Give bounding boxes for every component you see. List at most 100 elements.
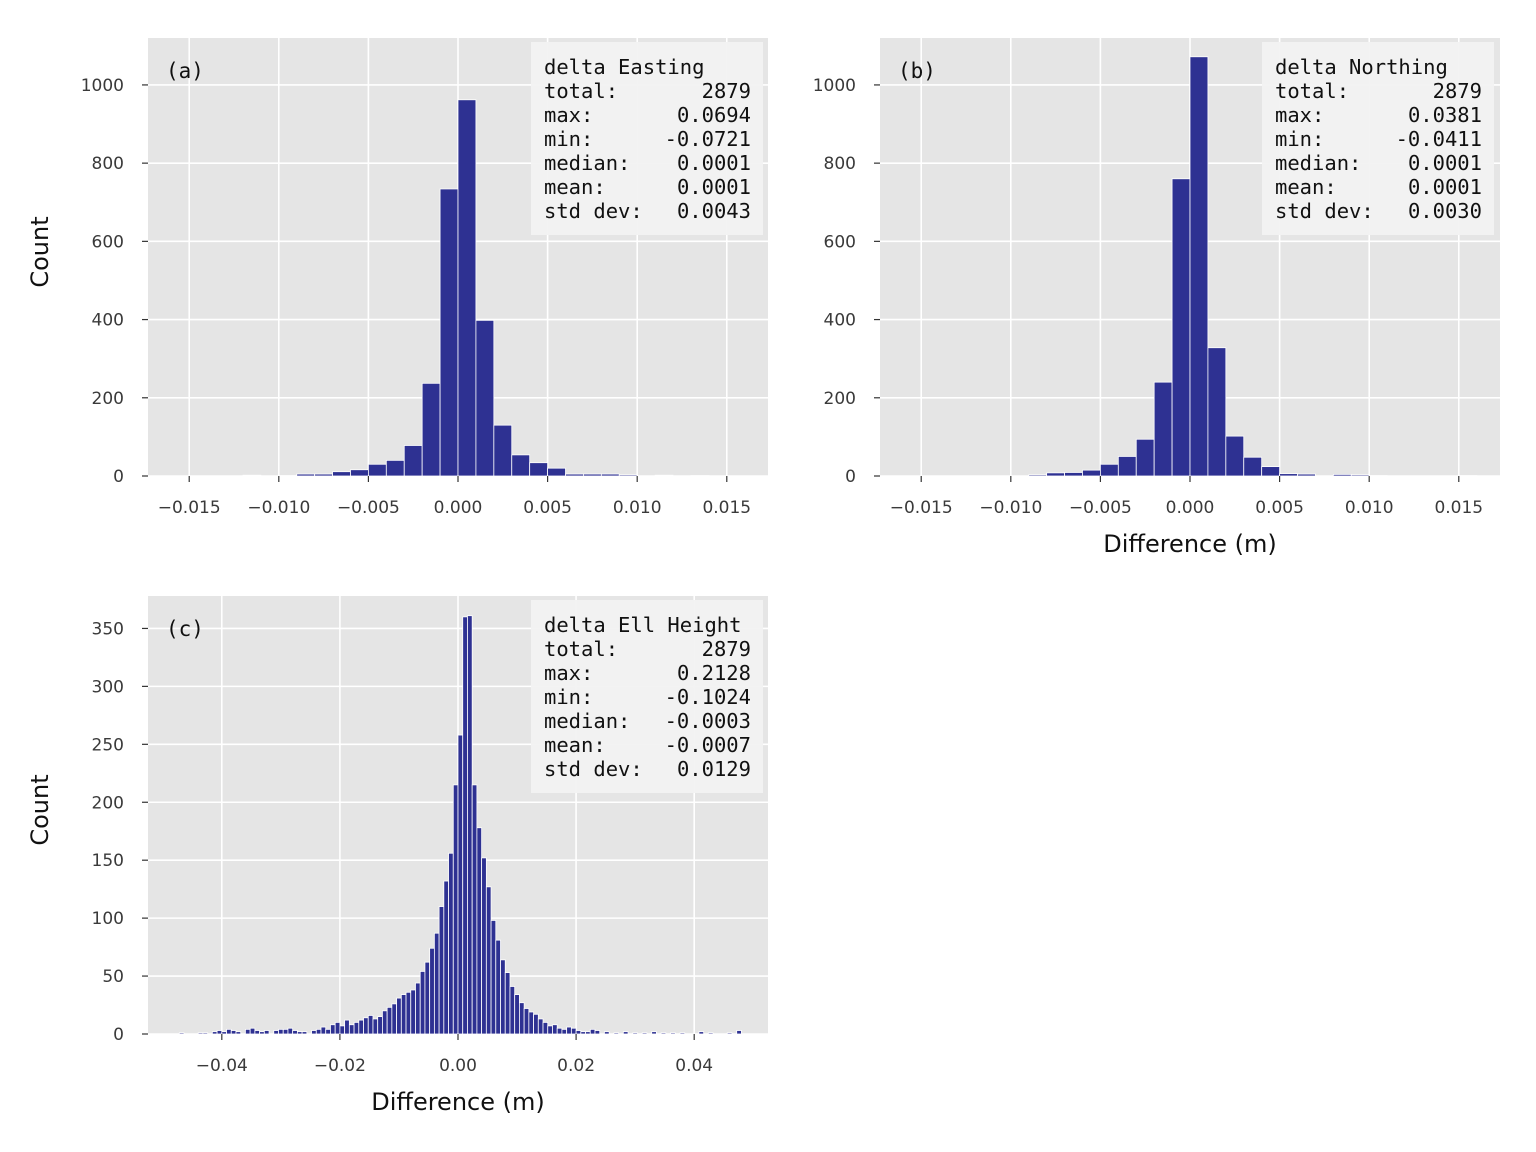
stats-key: min: — [544, 685, 593, 709]
histogram-bar — [415, 982, 421, 1035]
x-tick-label: −0.02 — [314, 1056, 366, 1076]
stats-key: total: — [544, 637, 618, 661]
histogram-bar — [421, 382, 441, 477]
histogram-bar — [292, 1030, 298, 1035]
stats-key: std dev: — [1275, 199, 1374, 223]
stats-key: mean: — [1275, 175, 1337, 199]
stats-value: -0.1024 — [665, 685, 751, 709]
histogram-bar — [660, 1032, 667, 1035]
panel-a: 0 200 400 600 800 1000 −0.015 −0.010 −0.005 0.000… — [26, 38, 768, 518]
histogram-bar — [211, 1031, 218, 1035]
histogram-bar — [344, 1019, 350, 1035]
histogram-bar — [523, 1008, 530, 1035]
y-tick-label: 200 — [824, 389, 856, 409]
stats-value: 0.0001 — [1408, 175, 1482, 199]
panel-label: (a) — [166, 59, 204, 83]
y-tick-label: 150 — [92, 851, 124, 871]
x-tick-label: 0.000 — [434, 498, 483, 518]
stats-value: 0.0043 — [677, 199, 751, 223]
histogram-bar — [301, 1031, 308, 1035]
y-tick-label: 1000 — [813, 76, 856, 96]
histogram-bar — [580, 1031, 586, 1035]
histogram-bar — [493, 424, 513, 477]
histogram-bar — [495, 939, 501, 1035]
stats-value: -0.0003 — [665, 709, 751, 733]
stats-title: delta Easting — [544, 55, 704, 79]
histogram-bar — [403, 445, 423, 477]
y-tick-label: 200 — [92, 389, 124, 409]
histogram-bar — [475, 319, 495, 477]
histogram-bar — [481, 857, 487, 1035]
stats-key: mean: — [544, 175, 606, 199]
x-tick-label: −0.005 — [337, 498, 400, 518]
histogram-bar — [287, 1027, 294, 1035]
histogram-bar — [178, 1032, 185, 1035]
x-tick-label: 0.015 — [1434, 498, 1483, 518]
x-tick-label: 0.005 — [523, 498, 572, 518]
y-tick-label: 400 — [824, 311, 856, 331]
x-tick-label: −0.005 — [1069, 498, 1132, 518]
stats-value: -0.0411 — [1396, 127, 1482, 151]
panel-b: 0 200 400 600 800 1000 −0.015 −0.010 −0.005 0.000… — [813, 38, 1500, 558]
stats-key: total: — [544, 79, 618, 103]
histogram-bar — [1243, 456, 1263, 477]
histogram-bar — [424, 961, 431, 1035]
panel-label: (b) — [898, 59, 936, 83]
x-tick-label: 0.015 — [702, 498, 751, 518]
x-axis-title: Difference (m) — [371, 1088, 544, 1116]
histogram-bar — [570, 1027, 577, 1035]
histogram-bar — [216, 1030, 223, 1035]
stats-value: 0.0381 — [1408, 103, 1482, 127]
histogram-bar — [618, 474, 638, 477]
stats-key: max: — [1275, 103, 1324, 127]
histogram-bar — [433, 932, 440, 1035]
stats-key: total: — [1275, 79, 1349, 103]
y-tick-label: 400 — [92, 311, 124, 331]
stats-box-background — [531, 600, 763, 793]
stats-key: max: — [544, 103, 593, 127]
histogram-bar — [552, 1024, 558, 1035]
histogram-bar — [511, 454, 531, 477]
histogram-bar — [604, 1031, 610, 1035]
histogram-bar — [514, 994, 520, 1035]
histogram-bar — [259, 1031, 265, 1035]
histogram-bar — [400, 994, 407, 1035]
histogram-bar — [1028, 474, 1048, 477]
histogram-bar — [242, 474, 262, 477]
histogram-bar — [263, 1030, 270, 1035]
histogram-bar — [353, 1022, 360, 1035]
histogram-bar — [245, 1028, 251, 1035]
histogram-bar — [1100, 463, 1119, 477]
y-tick-label: 200 — [92, 793, 124, 813]
x-tick-label: −0.010 — [979, 498, 1042, 518]
y-axis-title: Count — [26, 774, 54, 845]
histogram-bar — [490, 920, 497, 1035]
x-tick-label: 0.000 — [1166, 498, 1215, 518]
histogram-bar — [221, 1031, 227, 1035]
histogram-bar — [443, 880, 449, 1035]
histogram-bar — [613, 1032, 620, 1035]
panel-label: (c) — [166, 617, 204, 641]
histogram-bar — [457, 734, 464, 1035]
histogram-bar — [528, 1011, 534, 1035]
stats-value: 2879 — [702, 79, 751, 103]
histogram-bar — [1297, 473, 1316, 477]
histogram-bar — [448, 852, 454, 1035]
histogram-bar — [500, 959, 506, 1035]
histogram-bar — [1189, 56, 1209, 477]
x-tick-label: 0.00 — [439, 1056, 477, 1076]
stats-value: 0.2128 — [677, 661, 751, 685]
histogram-bar — [471, 784, 478, 1035]
x-tick-label: −0.015 — [890, 498, 953, 518]
histogram-bar — [339, 1025, 346, 1035]
histogram-bar — [282, 1028, 289, 1035]
x-tick-label: −0.010 — [247, 498, 310, 518]
stats-value: -0.0721 — [665, 127, 751, 151]
y-axis-title: Count — [26, 216, 54, 287]
y-tick-label: 50 — [102, 967, 124, 987]
histogram-bar — [350, 469, 369, 477]
histogram-bar — [575, 1030, 582, 1035]
histogram-bar — [1064, 472, 1083, 477]
